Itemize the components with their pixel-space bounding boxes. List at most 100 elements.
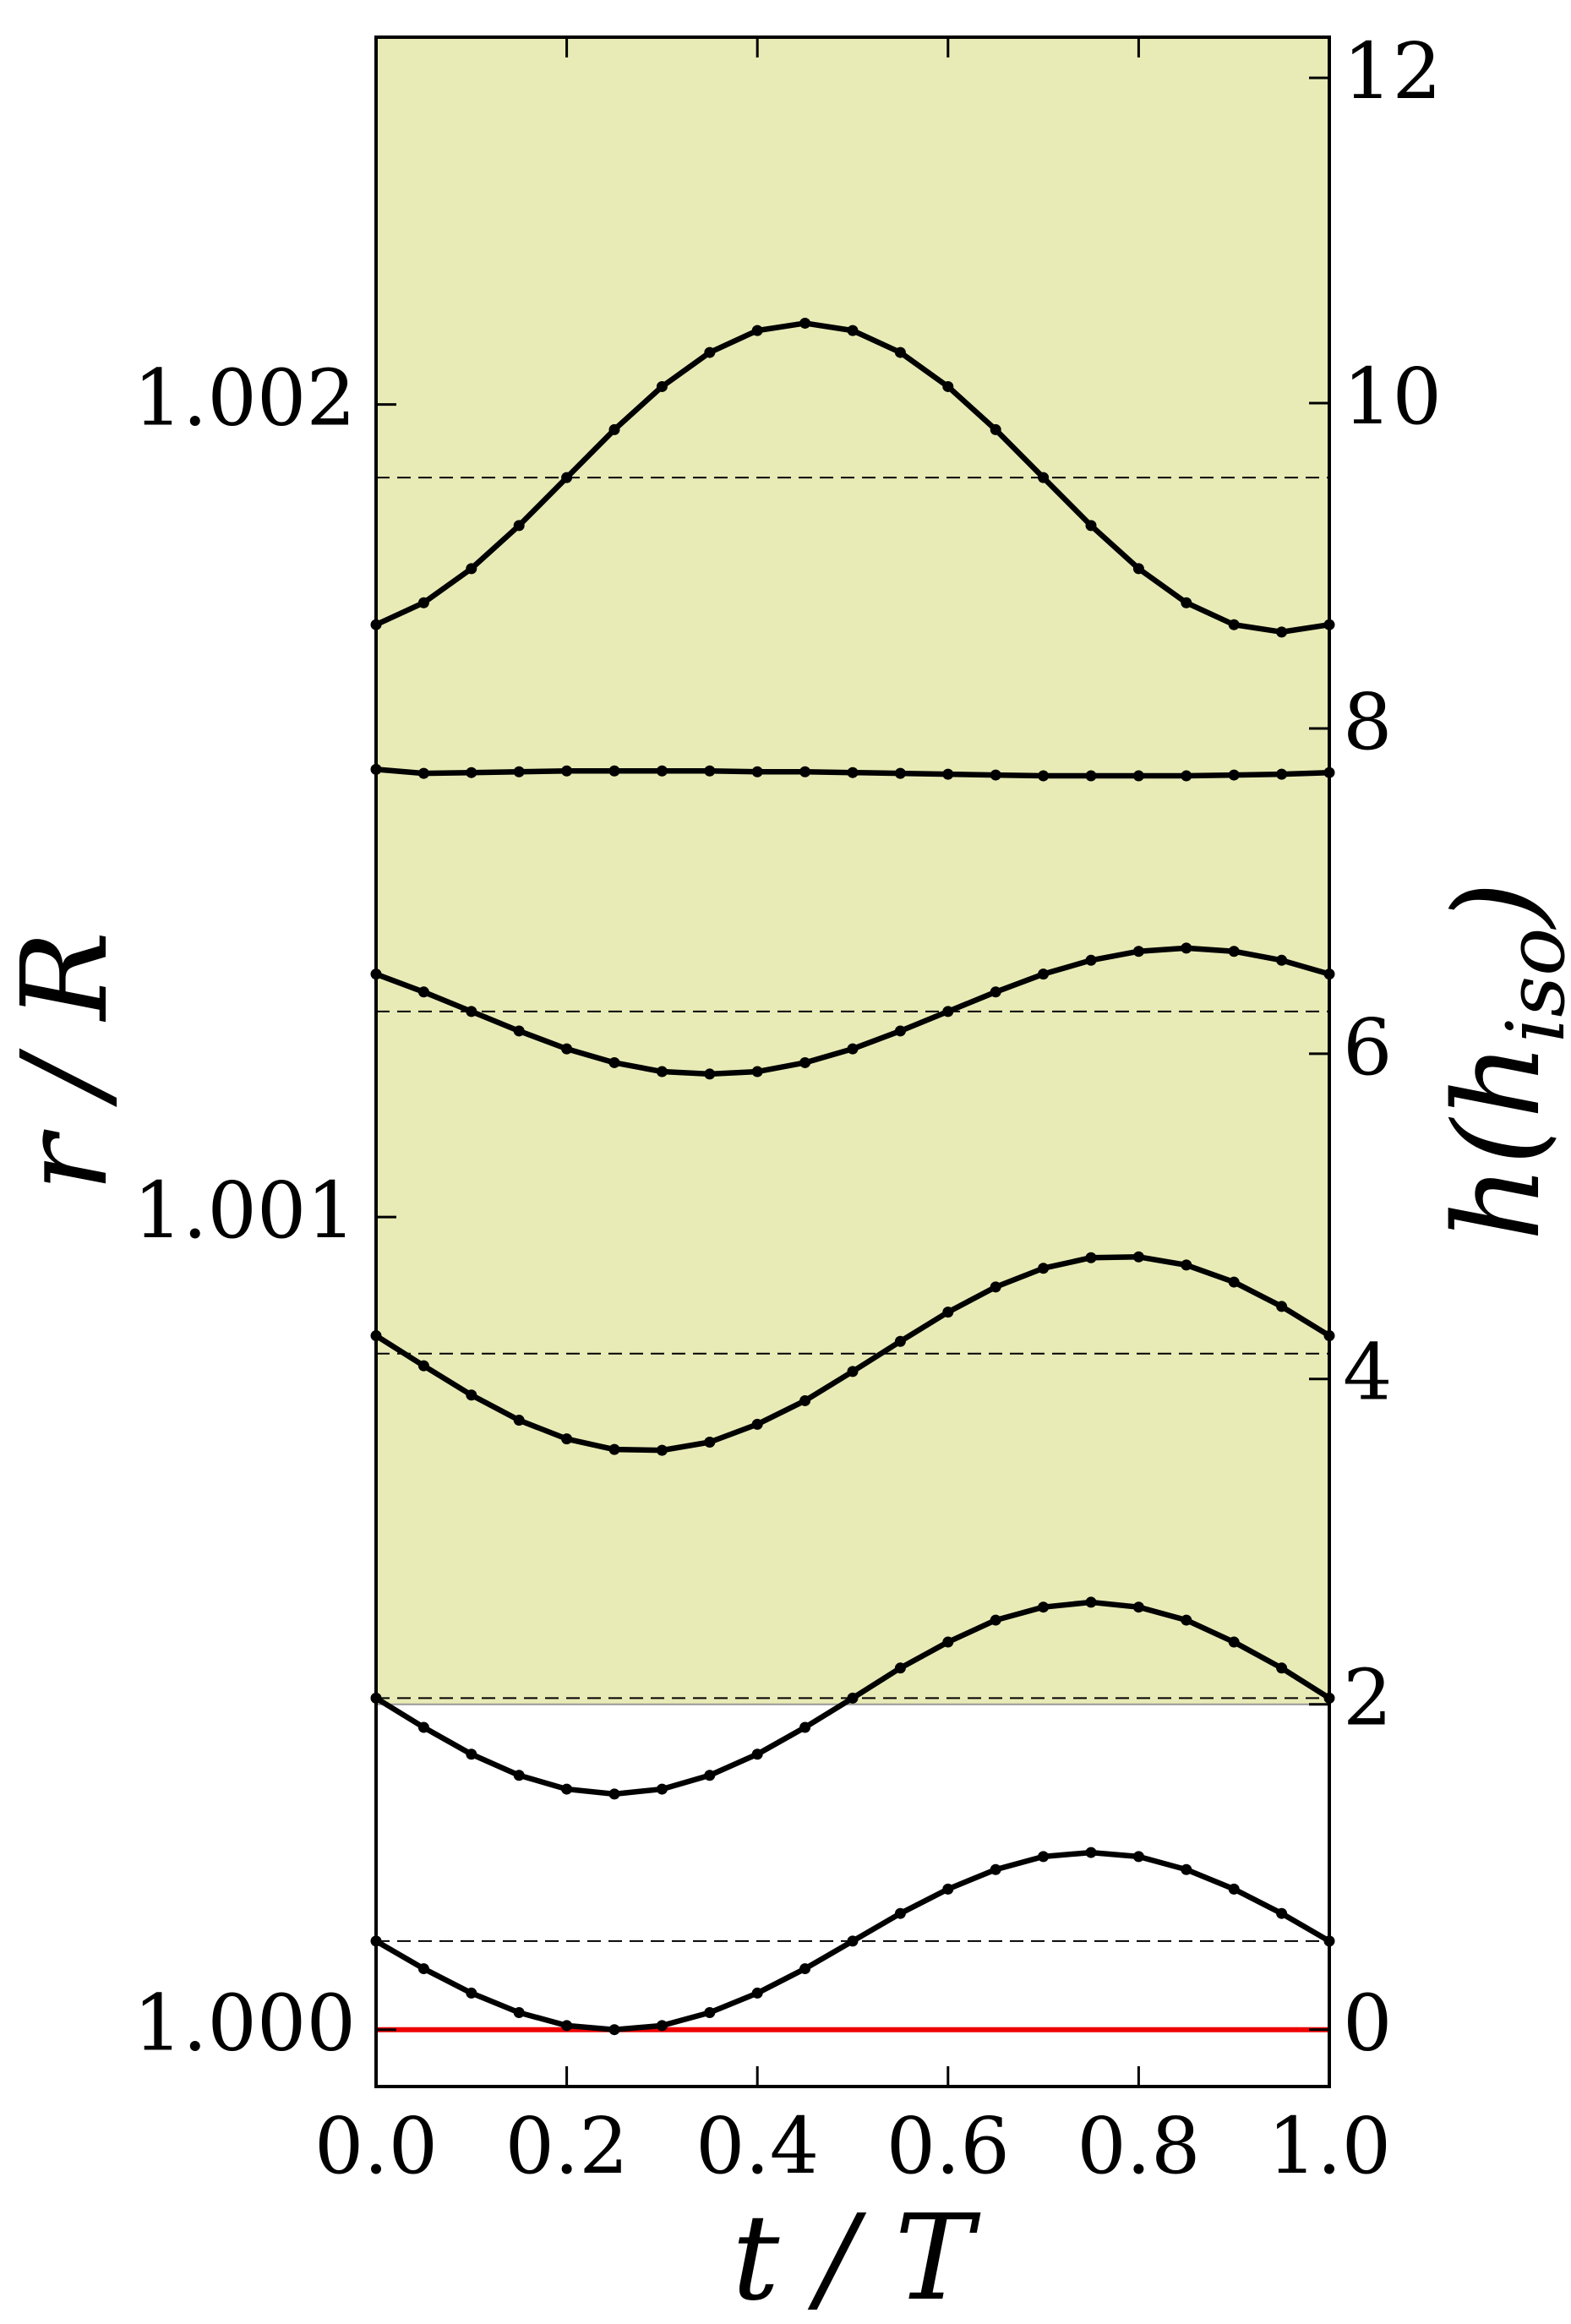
data-point: [990, 1281, 1001, 1293]
data-point: [417, 767, 429, 779]
data-point: [561, 1043, 573, 1055]
y2-label-part: h(h: [1429, 1043, 1567, 1241]
data-point: [942, 1307, 954, 1318]
x-tick-label: 0.6: [886, 2101, 1010, 2191]
data-point: [513, 1415, 525, 1427]
data-point: [466, 563, 477, 575]
x-tick-label: 0.0: [314, 2101, 438, 2191]
data-point: [704, 1770, 716, 1781]
y2-tick-label: 4: [1343, 1328, 1393, 1418]
data-point: [799, 1394, 811, 1406]
data-point: [894, 346, 906, 358]
data-point: [990, 769, 1001, 781]
data-point: [466, 1006, 477, 1017]
data-point: [417, 986, 429, 998]
data-point: [942, 380, 954, 392]
data-point: [704, 765, 716, 777]
x-tick-label: 0.2: [505, 2101, 628, 2191]
y2-tick-label: 12: [1343, 26, 1442, 117]
data-point: [1276, 1907, 1288, 1919]
data-point: [608, 2024, 620, 2036]
data-point: [561, 2020, 573, 2032]
y2-tick-label: 10: [1343, 352, 1442, 442]
data-point: [1132, 770, 1144, 782]
data-point: [608, 423, 620, 435]
data-point: [1085, 770, 1097, 782]
data-point: [894, 1907, 906, 1919]
data-point: [1181, 597, 1192, 608]
data-point: [751, 1418, 763, 1430]
data-point: [799, 317, 811, 329]
x-tick-label: 0.4: [695, 2101, 819, 2191]
x-tick-label: 0.8: [1077, 2101, 1200, 2191]
data-point: [799, 766, 811, 777]
data-point: [1132, 563, 1144, 575]
data-point: [751, 1987, 763, 1999]
data-point: [608, 1056, 620, 1068]
data-point: [656, 1444, 668, 1456]
y-tick-label: 1.002: [134, 353, 356, 444]
data-point: [799, 1963, 811, 1975]
data-point: [1085, 1252, 1097, 1263]
data-point: [942, 768, 954, 780]
data-point: [466, 766, 477, 778]
data-point: [608, 1788, 620, 1800]
y2-tick-label: 6: [1343, 1002, 1393, 1093]
shaded-region: [376, 37, 1329, 1705]
data-point: [942, 1006, 954, 1017]
data-point: [1276, 1301, 1288, 1312]
data-point: [561, 472, 573, 483]
data-point: [1228, 1276, 1240, 1288]
plot-area: [370, 37, 1335, 2036]
data-point: [1085, 954, 1097, 966]
data-point: [1181, 1614, 1192, 1626]
data-point: [990, 986, 1001, 998]
data-point: [656, 380, 668, 392]
data-point: [1276, 954, 1288, 966]
data-point: [1038, 1263, 1050, 1274]
data-point: [513, 2007, 525, 2018]
data-point: [417, 597, 429, 608]
data-point: [1228, 619, 1240, 630]
data-point: [799, 1721, 811, 1733]
y-axis-label: r / R: [0, 931, 134, 1192]
data-point: [704, 1437, 716, 1448]
data-point: [1181, 1863, 1192, 1875]
data-point: [1132, 1601, 1144, 1613]
data-point: [1228, 769, 1240, 781]
data-point: [1276, 626, 1288, 638]
data-point: [990, 1614, 1001, 1626]
data-point: [1038, 1851, 1050, 1863]
data-point: [847, 1366, 859, 1377]
data-point: [466, 1987, 477, 1999]
data-point: [1228, 1883, 1240, 1895]
y2-tick-label: 8: [1343, 677, 1393, 767]
data-point: [417, 1721, 429, 1733]
y2-tick-label: 0: [1343, 1978, 1393, 2069]
data-point: [1276, 768, 1288, 780]
y2-tick-label: 2: [1343, 1653, 1393, 1743]
data-point: [1038, 968, 1050, 980]
data-point: [942, 1636, 954, 1648]
data-point: [561, 1783, 573, 1795]
data-point: [1038, 472, 1050, 483]
data-point: [751, 325, 763, 336]
data-point: [799, 1056, 811, 1068]
data-point: [513, 520, 525, 532]
y2-label-subscript: iso: [1490, 928, 1571, 1043]
data-point: [608, 765, 620, 777]
data-point: [894, 1335, 906, 1347]
plot-frame: [374, 35, 1331, 2088]
data-point: [751, 1748, 763, 1760]
data-point: [513, 1025, 525, 1037]
data-point: [1132, 1851, 1144, 1863]
data-point: [656, 2020, 668, 2032]
data-point: [894, 767, 906, 779]
data-point: [1276, 1662, 1288, 1674]
data-point: [656, 1066, 668, 1077]
data-point: [942, 1883, 954, 1895]
data-point: [417, 1360, 429, 1372]
data-point: [704, 1068, 716, 1080]
data-point: [1085, 520, 1097, 532]
